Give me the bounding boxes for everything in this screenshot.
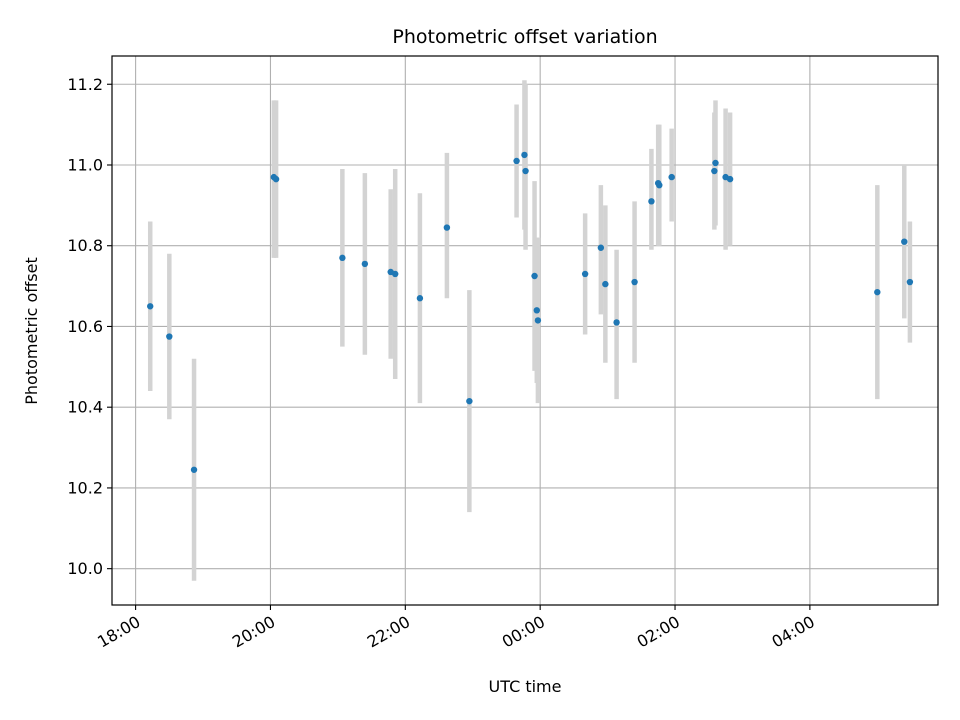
data-point (648, 198, 655, 205)
data-point (531, 272, 538, 280)
data-point (668, 173, 675, 181)
data-point (602, 280, 609, 288)
data-point (711, 167, 718, 175)
data-point (190, 466, 198, 473)
y-axis-label: Photometric offset (22, 257, 41, 405)
y-tick-label: 10.0 (67, 559, 103, 578)
data-point (522, 167, 529, 175)
y-tick-label: 10.6 (67, 317, 103, 336)
y-axis-ticks: 10.0 10.2 10.4 10.6 10.8 11.0 11.2 (67, 75, 112, 578)
data-point (534, 317, 542, 324)
plot-frame (111, 55, 939, 606)
y-tick-label: 11.0 (67, 155, 103, 174)
data-point (712, 159, 719, 167)
data-point (656, 181, 663, 189)
x-axis-label: UTC time (489, 677, 562, 696)
data-point (613, 319, 620, 326)
y-tick-label: 10.2 (67, 478, 103, 497)
data-point (339, 254, 346, 262)
data-point (597, 244, 605, 251)
data-point (901, 238, 908, 245)
data-point (906, 278, 914, 286)
chart-title: Photometric offset variation (392, 26, 657, 48)
data-point (726, 175, 734, 183)
y-tick-label: 11.2 (67, 75, 103, 94)
data-point (361, 260, 369, 268)
data-point (272, 175, 280, 183)
data-point (581, 270, 589, 278)
y-tick-label: 10.4 (67, 398, 103, 417)
data-point (521, 151, 528, 159)
data-point (443, 224, 451, 231)
y-tick-label: 10.8 (67, 236, 103, 255)
data-point (466, 397, 473, 405)
data-point (533, 307, 540, 314)
data-points (147, 151, 914, 473)
data-point (392, 270, 399, 278)
data-point (416, 295, 424, 302)
data-point (147, 303, 154, 310)
data-point (631, 278, 638, 286)
data-point (513, 157, 520, 165)
data-point (874, 288, 881, 296)
data-point (166, 333, 173, 340)
